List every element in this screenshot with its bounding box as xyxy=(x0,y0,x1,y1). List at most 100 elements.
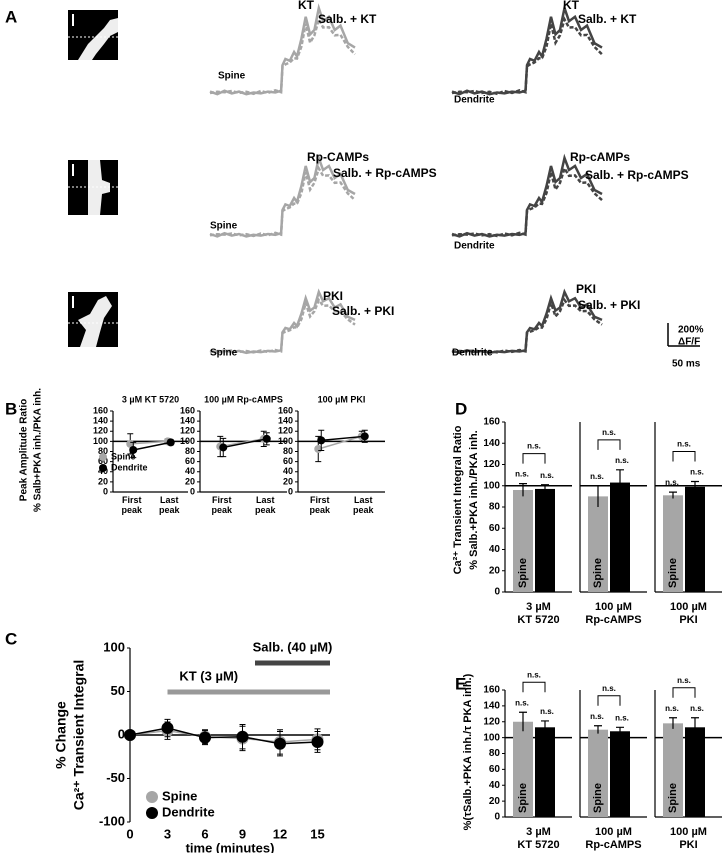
significance-bracket xyxy=(672,451,696,462)
y-tick-label: 40 xyxy=(489,780,501,791)
panel-label: B xyxy=(5,399,17,418)
legend-label: KT xyxy=(563,0,580,12)
y-tick-label: 80 xyxy=(489,502,501,513)
x-tick-label-text: First peak xyxy=(211,495,232,516)
bar xyxy=(513,721,533,817)
y-tick-label: 80 xyxy=(489,748,501,759)
x-axis-label: 100 µM xyxy=(670,826,707,838)
trace-label: Dendrite xyxy=(454,95,495,106)
y-tick-label: 0 xyxy=(494,587,500,598)
data-point xyxy=(311,735,324,748)
error-bar xyxy=(594,725,602,734)
y-tick-label: 140 xyxy=(483,438,500,449)
error-bar xyxy=(541,484,549,494)
y-tick-label: 60 xyxy=(489,523,501,534)
data-point xyxy=(129,445,138,454)
legend-label: KT xyxy=(298,0,315,12)
y-tick-label: 0 xyxy=(190,486,195,496)
y-tick-label: 80 xyxy=(185,446,195,456)
trace xyxy=(451,165,603,238)
legend-label: Spine xyxy=(162,788,197,803)
trace xyxy=(451,297,603,354)
x-tick-label-text: Last peak xyxy=(158,495,180,516)
y-tick-label: 100 xyxy=(278,436,293,446)
legend-label: Salb. + Rp-cAMPS xyxy=(585,168,689,182)
series-line xyxy=(318,435,362,450)
trace-label: Spine xyxy=(210,348,238,359)
scale-label: 200% xyxy=(678,325,704,336)
bar xyxy=(513,490,533,592)
y-tick-label: 80 xyxy=(283,446,293,456)
x-tick-label-text: Last peak xyxy=(254,495,276,516)
significance-bracket xyxy=(522,453,546,464)
significance-bracket xyxy=(672,687,696,698)
spine-image xyxy=(68,292,118,347)
trace-label: Dendrite xyxy=(454,241,495,252)
bar-label: Dendrite xyxy=(539,768,551,813)
legend-label: Spine xyxy=(111,451,136,461)
y-tick-label: 120 xyxy=(93,426,108,436)
y-tick-label: 40 xyxy=(489,544,501,555)
x-axis-label: PKI xyxy=(679,839,697,851)
y-axis-label: % Salb+PKA inh./PKA inh. xyxy=(33,388,44,512)
legend-marker xyxy=(146,791,158,803)
legend-label: Salb. + Rp-cAMPS xyxy=(333,166,437,180)
bar xyxy=(663,723,683,817)
y-tick-label: 120 xyxy=(483,459,500,470)
y-tick-label: 20 xyxy=(283,476,293,486)
significance-label: n.s. xyxy=(690,704,704,713)
x-tick-label: 0 xyxy=(126,826,133,841)
legend-label: Salb. + PKI xyxy=(578,298,640,312)
significance-label: n.s. xyxy=(590,712,604,721)
significance-label: n.s. xyxy=(690,468,704,477)
x-axis-label: time (minutes) xyxy=(186,840,275,853)
spine-image xyxy=(68,10,118,60)
x-tick-label: 12 xyxy=(273,826,287,841)
data-point xyxy=(317,436,326,445)
legend-label: PKI xyxy=(323,289,343,303)
bar xyxy=(610,731,630,817)
trace xyxy=(451,16,603,96)
scale-label: ΔF/F xyxy=(678,337,700,348)
y-tick-label: 120 xyxy=(483,716,500,727)
legend-label: Salb. + PKI xyxy=(332,304,394,318)
bar xyxy=(610,482,630,592)
y-tick-label: 60 xyxy=(98,456,108,466)
panel-label: A xyxy=(5,7,17,26)
error-bar xyxy=(616,469,624,496)
series-line xyxy=(223,438,267,449)
y-tick-label: 160 xyxy=(180,405,195,415)
bar-label: Spine xyxy=(667,558,679,588)
panel-label: E xyxy=(455,674,466,693)
data-point xyxy=(360,432,369,441)
data-point xyxy=(274,737,286,750)
error-bar xyxy=(669,717,677,729)
significance-label: n.s. xyxy=(590,472,604,481)
significance-label: n.s. xyxy=(515,698,529,707)
y-tick-label: 100 xyxy=(93,436,108,446)
y-tick-label: 40 xyxy=(283,466,293,476)
x-tick-label-text: First peak xyxy=(309,495,330,516)
legend-marker xyxy=(146,807,158,819)
error-bar xyxy=(519,483,527,497)
chart-title: 100 µM Rp-cAMPS xyxy=(204,394,283,404)
y-tick-label: -100 xyxy=(99,813,125,828)
legend-marker xyxy=(99,453,107,461)
x-axis-label: 3 µM xyxy=(526,601,551,613)
y-tick-label: 160 xyxy=(278,405,293,415)
data-point xyxy=(199,731,211,744)
x-axis-label: KT 5720 xyxy=(517,839,559,851)
significance-label: n.s. xyxy=(615,456,629,465)
y-tick-label: 140 xyxy=(483,701,500,712)
y-tick-label: 0 xyxy=(118,726,125,741)
panel-label: C xyxy=(5,629,17,648)
data-point xyxy=(236,730,249,743)
bar xyxy=(685,486,705,592)
chart-title: 3 µM KT 5720 xyxy=(122,394,179,404)
scale-bar xyxy=(667,323,700,347)
y-tick-label: 60 xyxy=(185,456,195,466)
y-tick-label: 120 xyxy=(180,426,195,436)
x-tick-label: First peak xyxy=(211,495,232,516)
series-line xyxy=(321,435,365,442)
y-tick-label: 140 xyxy=(93,416,108,426)
